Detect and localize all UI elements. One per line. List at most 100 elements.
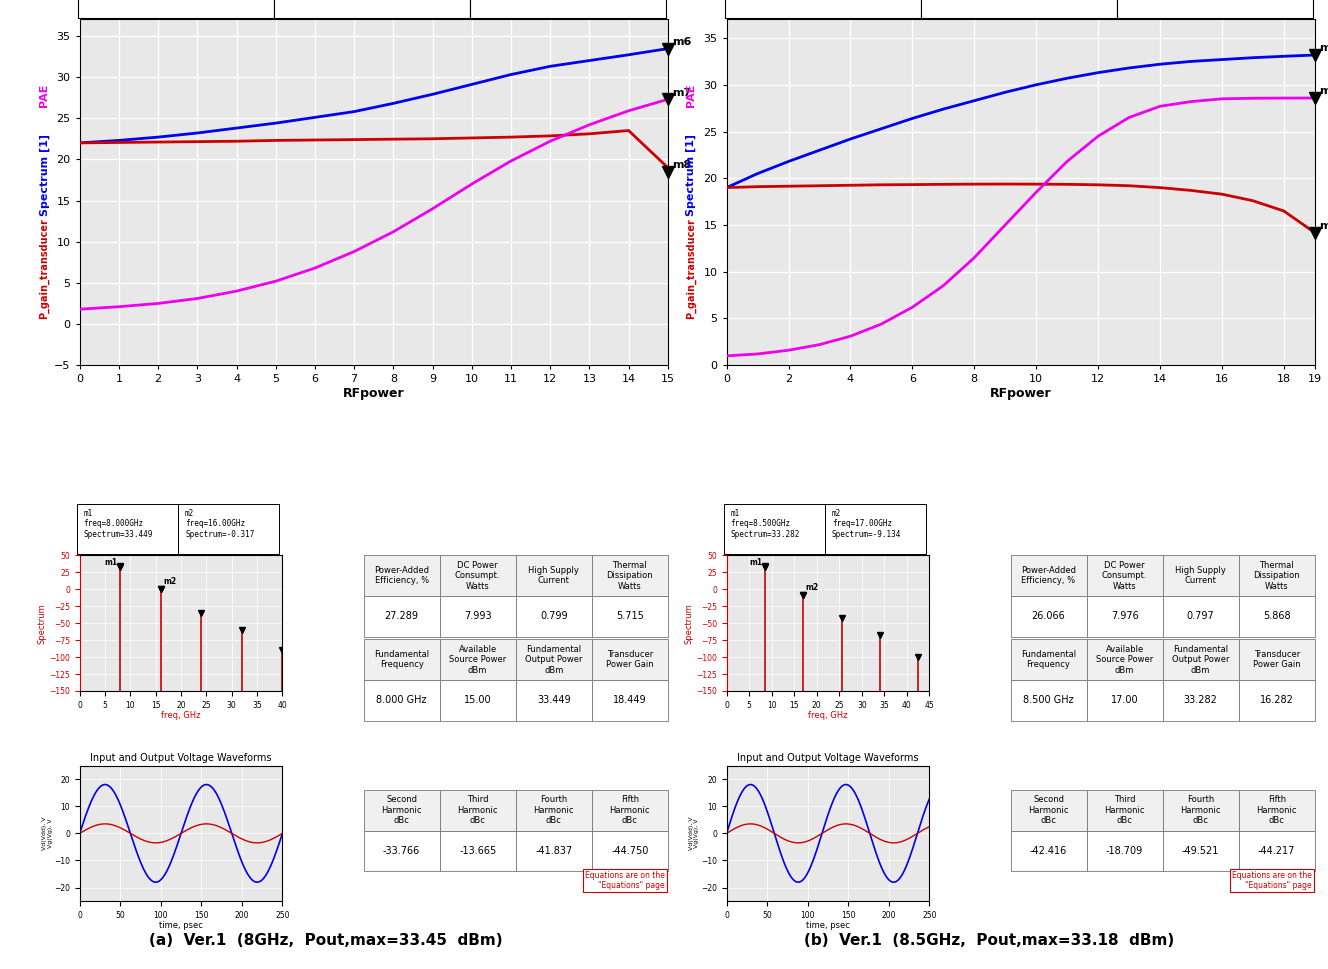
FancyBboxPatch shape bbox=[592, 680, 668, 721]
Text: -33.766: -33.766 bbox=[382, 846, 420, 856]
FancyBboxPatch shape bbox=[440, 640, 515, 680]
FancyBboxPatch shape bbox=[1239, 790, 1315, 830]
Text: 7.976: 7.976 bbox=[1110, 611, 1138, 621]
Title: Output Spectrum: Output Spectrum bbox=[780, 544, 876, 553]
X-axis label: freq, GHz: freq, GHz bbox=[161, 711, 201, 720]
Text: m2: m2 bbox=[163, 578, 177, 586]
Text: DC Power
Consumpt.
Watts: DC Power Consumpt. Watts bbox=[1102, 561, 1147, 591]
Text: 17.00: 17.00 bbox=[1110, 696, 1138, 705]
Text: m1: m1 bbox=[749, 558, 762, 567]
X-axis label: RFpower: RFpower bbox=[989, 387, 1052, 400]
FancyBboxPatch shape bbox=[592, 830, 668, 871]
Text: Transducer
Power Gain: Transducer Power Gain bbox=[606, 650, 653, 670]
FancyBboxPatch shape bbox=[1162, 555, 1239, 596]
Text: Fourth
Harmonic
dBc: Fourth Harmonic dBc bbox=[1181, 796, 1220, 826]
Text: 0.799: 0.799 bbox=[540, 611, 567, 621]
FancyBboxPatch shape bbox=[515, 640, 592, 680]
Text: PAE: PAE bbox=[40, 83, 49, 108]
Text: Fifth
Harmonic
dBc: Fifth Harmonic dBc bbox=[1256, 796, 1297, 826]
Text: Second
Harmonic
dBc: Second Harmonic dBc bbox=[1028, 796, 1069, 826]
Text: m1: m1 bbox=[105, 557, 118, 567]
FancyBboxPatch shape bbox=[1239, 830, 1315, 871]
Text: (a)  Ver.1  (8GHz,  Pout,max=33.45  dBm): (a) Ver.1 (8GHz, Pout,max=33.45 dBm) bbox=[149, 933, 502, 948]
Text: m2
freq=17.00GHz
Spectrum=-9.134: m2 freq=17.00GHz Spectrum=-9.134 bbox=[831, 509, 902, 539]
Text: m6: m6 bbox=[1320, 44, 1328, 53]
Text: 16.282: 16.282 bbox=[1260, 696, 1293, 705]
Text: 26.066: 26.066 bbox=[1032, 611, 1065, 621]
Text: PAE: PAE bbox=[687, 83, 696, 108]
Text: Equations are on the
"Equations" page: Equations are on the "Equations" page bbox=[1232, 871, 1312, 891]
FancyBboxPatch shape bbox=[1162, 596, 1239, 637]
FancyBboxPatch shape bbox=[1086, 596, 1162, 637]
FancyBboxPatch shape bbox=[364, 640, 440, 680]
FancyBboxPatch shape bbox=[364, 555, 440, 596]
FancyBboxPatch shape bbox=[1162, 830, 1239, 871]
Text: Spectrum [1]: Spectrum [1] bbox=[687, 134, 696, 216]
Text: -44.750: -44.750 bbox=[611, 846, 648, 856]
FancyBboxPatch shape bbox=[440, 596, 515, 637]
FancyBboxPatch shape bbox=[1011, 640, 1086, 680]
FancyBboxPatch shape bbox=[1162, 680, 1239, 721]
Text: 15.00: 15.00 bbox=[463, 696, 491, 705]
FancyBboxPatch shape bbox=[592, 790, 668, 830]
FancyBboxPatch shape bbox=[592, 596, 668, 637]
X-axis label: freq, GHz: freq, GHz bbox=[809, 711, 847, 720]
Text: Transducer
Power Gain: Transducer Power Gain bbox=[1252, 650, 1300, 670]
Y-axis label: Spectrum: Spectrum bbox=[684, 603, 693, 643]
Text: m6: m6 bbox=[672, 37, 692, 47]
FancyBboxPatch shape bbox=[440, 680, 515, 721]
FancyBboxPatch shape bbox=[1011, 680, 1086, 721]
Text: -41.837: -41.837 bbox=[535, 846, 572, 856]
Y-axis label: Vd(Vdd), V
Vg(Vg), V: Vd(Vdd), V Vg(Vg), V bbox=[41, 817, 53, 850]
Text: Second
Harmonic
dBc: Second Harmonic dBc bbox=[381, 796, 422, 826]
FancyBboxPatch shape bbox=[1011, 830, 1086, 871]
Text: m1
freq=8.000GHz
Spectrum=33.449: m1 freq=8.000GHz Spectrum=33.449 bbox=[84, 509, 153, 539]
Text: 8.500 GHz: 8.500 GHz bbox=[1024, 696, 1074, 705]
Text: Fundamental
Frequency: Fundamental Frequency bbox=[374, 650, 429, 670]
FancyBboxPatch shape bbox=[515, 790, 592, 830]
FancyBboxPatch shape bbox=[364, 830, 440, 871]
Text: 33.282: 33.282 bbox=[1183, 696, 1218, 705]
Text: m8: m8 bbox=[672, 161, 692, 171]
Text: Power-Added
Efficiency, %: Power-Added Efficiency, % bbox=[1021, 566, 1076, 585]
Text: Fifth
Harmonic
dBc: Fifth Harmonic dBc bbox=[610, 796, 649, 826]
Text: DC Power
Consumpt.
Watts: DC Power Consumpt. Watts bbox=[456, 561, 501, 591]
Text: m2: m2 bbox=[806, 583, 818, 592]
FancyBboxPatch shape bbox=[364, 680, 440, 721]
Text: 7.993: 7.993 bbox=[463, 611, 491, 621]
Text: -44.217: -44.217 bbox=[1258, 846, 1295, 856]
FancyBboxPatch shape bbox=[1086, 790, 1162, 830]
FancyBboxPatch shape bbox=[1239, 680, 1315, 721]
FancyBboxPatch shape bbox=[364, 596, 440, 637]
Title: Input and Output Voltage Waveforms: Input and Output Voltage Waveforms bbox=[90, 753, 272, 764]
Text: Equations are on the
"Equations" page: Equations are on the "Equations" page bbox=[584, 871, 665, 891]
FancyBboxPatch shape bbox=[1086, 830, 1162, 871]
Text: Thermal
Dissipation
Watts: Thermal Dissipation Watts bbox=[607, 561, 653, 591]
Text: m2
freq=16.00GHz
Spectrum=-0.317: m2 freq=16.00GHz Spectrum=-0.317 bbox=[185, 509, 255, 539]
Title: Input and Output Voltage Waveforms: Input and Output Voltage Waveforms bbox=[737, 753, 919, 764]
Text: 33.449: 33.449 bbox=[537, 696, 571, 705]
Text: 27.289: 27.289 bbox=[385, 611, 418, 621]
FancyBboxPatch shape bbox=[592, 640, 668, 680]
Text: Fundamental
Output Power
dBm: Fundamental Output Power dBm bbox=[1171, 645, 1230, 674]
Text: P_gain_transducer: P_gain_transducer bbox=[687, 218, 696, 319]
Y-axis label: Spectrum: Spectrum bbox=[37, 603, 46, 643]
FancyBboxPatch shape bbox=[440, 555, 515, 596]
FancyBboxPatch shape bbox=[1162, 640, 1239, 680]
Text: High Supply
Current: High Supply Current bbox=[529, 566, 579, 585]
Y-axis label: Vd(Vdd), V
Vg(Vg), V: Vd(Vdd), V Vg(Vg), V bbox=[689, 817, 700, 850]
FancyBboxPatch shape bbox=[440, 830, 515, 871]
Text: Third
Harmonic
dBc: Third Harmonic dBc bbox=[1105, 796, 1145, 826]
Text: -18.709: -18.709 bbox=[1106, 846, 1143, 856]
Text: Fundamental
Frequency: Fundamental Frequency bbox=[1021, 650, 1076, 670]
Text: Available
Source Power
dBm: Available Source Power dBm bbox=[1096, 645, 1153, 674]
FancyBboxPatch shape bbox=[515, 830, 592, 871]
FancyBboxPatch shape bbox=[1162, 790, 1239, 830]
Text: 5.868: 5.868 bbox=[1263, 611, 1291, 621]
FancyBboxPatch shape bbox=[1011, 596, 1086, 637]
Text: m7: m7 bbox=[1320, 86, 1328, 96]
FancyBboxPatch shape bbox=[515, 680, 592, 721]
FancyBboxPatch shape bbox=[1086, 680, 1162, 721]
Text: Power-Added
Efficiency, %: Power-Added Efficiency, % bbox=[374, 566, 429, 585]
FancyBboxPatch shape bbox=[1011, 790, 1086, 830]
